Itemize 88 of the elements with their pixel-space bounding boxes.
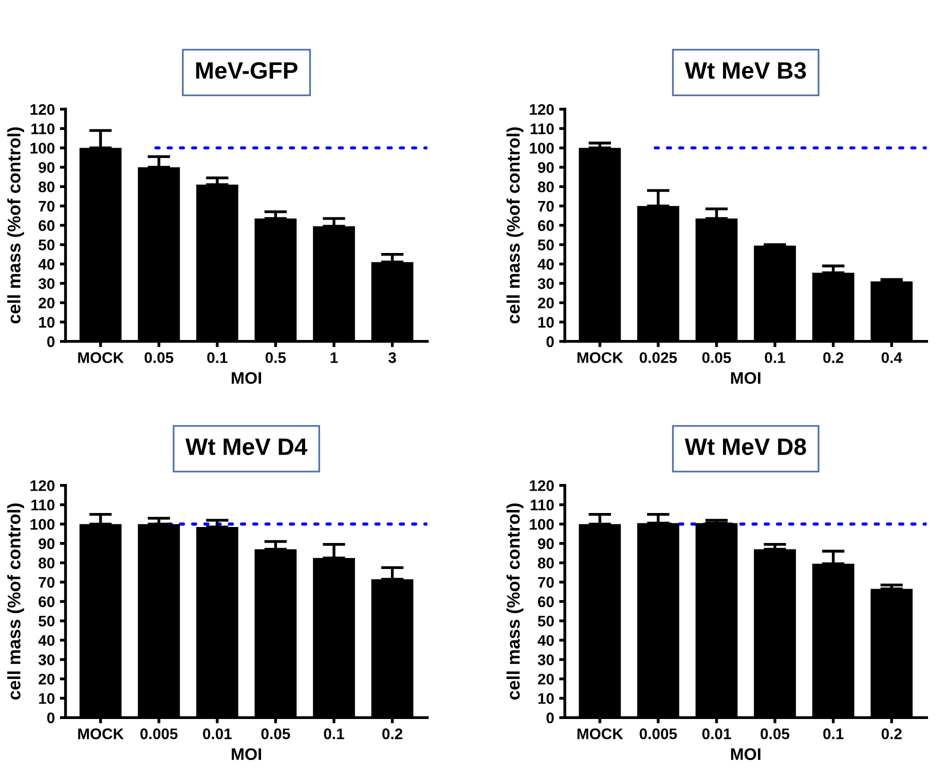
x-tick-label: MOCK [578, 352, 624, 364]
y-tick-label: 60 [38, 596, 54, 608]
x-tick-label: 0.05 [760, 728, 790, 740]
y-tick-label: 70 [38, 577, 54, 588]
x-tick-label: 0.1 [764, 352, 786, 364]
y-tick-label: 40 [538, 258, 554, 270]
y-tick-label: 100 [530, 142, 554, 154]
y-tick-label: 80 [38, 558, 54, 568]
y-tick-label: 0 [546, 336, 554, 348]
y-tick-label: 70 [538, 577, 554, 588]
x-tick-label: 0.5 [266, 352, 286, 364]
y-tick-label: 10 [39, 316, 54, 328]
y-tick-label: 50 [38, 240, 54, 250]
chart-title: Wt MeV D8 [684, 438, 806, 456]
y-tick-label: 0 [546, 712, 554, 724]
y-tick-label: 90 [538, 538, 554, 550]
y-tick-label: 110 [530, 500, 554, 510]
x-tick-label: 0.2 [382, 728, 402, 740]
x-tick-label: 0.025 [640, 352, 677, 364]
y-tick-label: 60 [538, 220, 554, 231]
x-tick-label: 0.01 [702, 728, 731, 740]
x-tick-label: MOCK [578, 728, 624, 740]
x-tick-label: 0.05 [261, 728, 290, 740]
y-tick-label: 10 [39, 693, 54, 704]
x-axis-title: MOI [731, 748, 760, 760]
y-tick-label: 50 [538, 240, 554, 250]
y-tick-label: 60 [538, 596, 554, 608]
y-tick-label: 80 [538, 181, 554, 192]
y-tick-label: 20 [38, 298, 54, 308]
y-tick-label: 70 [38, 200, 54, 212]
x-tick-label: 0.05 [144, 352, 174, 364]
y-tick-label: 110 [31, 500, 54, 510]
y-tick-label: 30 [538, 654, 554, 666]
y-tick-label: 20 [538, 298, 554, 308]
y-tick-label: 60 [38, 220, 54, 231]
x-tick-label: 0.005 [140, 728, 178, 740]
y-tick-label: 100 [530, 518, 554, 530]
y-tick-label: 0 [47, 712, 54, 724]
chart-title: Wt MeV D4 [185, 438, 308, 456]
y-tick-label: 30 [38, 654, 54, 666]
x-tick-label: 0.2 [882, 728, 902, 740]
x-axis-title: MOI [232, 748, 262, 760]
y-tick-label: 0 [47, 336, 54, 348]
y-tick-label: 110 [530, 123, 554, 134]
y-tick-label: 120 [530, 104, 554, 115]
x-axis-title: MOI [232, 372, 262, 384]
y-tick-label: 70 [538, 200, 554, 212]
y-tick-label: 90 [538, 162, 554, 173]
y-tick-label: 80 [538, 558, 554, 568]
y-tick-label: 30 [38, 278, 54, 290]
y-tick-label: 100 [30, 518, 54, 530]
y-tick-label: 40 [538, 635, 554, 646]
x-tick-label: MOCK [78, 728, 124, 740]
y-tick-label: 10 [538, 316, 554, 328]
x-tick-label: 1 [330, 352, 338, 363]
y-tick-label: 110 [31, 123, 54, 134]
y-tick-label: 20 [538, 674, 554, 685]
chart-title: MeV-GFP [196, 62, 298, 79]
x-tick-label: 0.1 [823, 728, 844, 740]
y-tick-label: 120 [30, 480, 54, 492]
y-tick-label: 100 [30, 142, 54, 154]
y-tick-label: 90 [38, 538, 54, 550]
y-tick-label: 120 [30, 104, 54, 115]
chart-title: Wt MeV B3 [684, 62, 806, 79]
x-tick-label: 0.01 [202, 728, 232, 740]
y-axis-title: cell mass (%of control) [506, 127, 524, 324]
y-tick-label: 40 [38, 258, 54, 270]
y-tick-label: 50 [38, 616, 54, 627]
x-axis-title: MOI [731, 372, 760, 384]
y-tick-label: 50 [538, 616, 554, 627]
x-tick-label: 0.1 [207, 352, 228, 364]
y-tick-label: 40 [38, 635, 54, 646]
y-axis-title: cell mass (%of control) [7, 504, 24, 700]
x-tick-label: 0.2 [823, 352, 844, 364]
x-tick-label: 3 [388, 352, 396, 364]
y-tick-label: 120 [530, 480, 554, 492]
x-tick-label: MOCK [78, 352, 124, 364]
x-tick-label: 0.1 [324, 728, 344, 740]
y-tick-label: 20 [38, 674, 54, 685]
y-tick-label: 90 [38, 162, 54, 173]
x-tick-label: 0.005 [640, 728, 677, 740]
y-tick-label: 80 [38, 181, 54, 192]
y-axis-title: cell mass (%of control) [7, 127, 24, 324]
x-tick-label: 0.05 [702, 352, 731, 364]
y-axis-title: cell mass (%of control) [506, 504, 524, 700]
y-tick-label: 10 [538, 693, 554, 704]
y-tick-label: 30 [538, 278, 554, 290]
x-tick-label: 0.4 [882, 352, 902, 364]
